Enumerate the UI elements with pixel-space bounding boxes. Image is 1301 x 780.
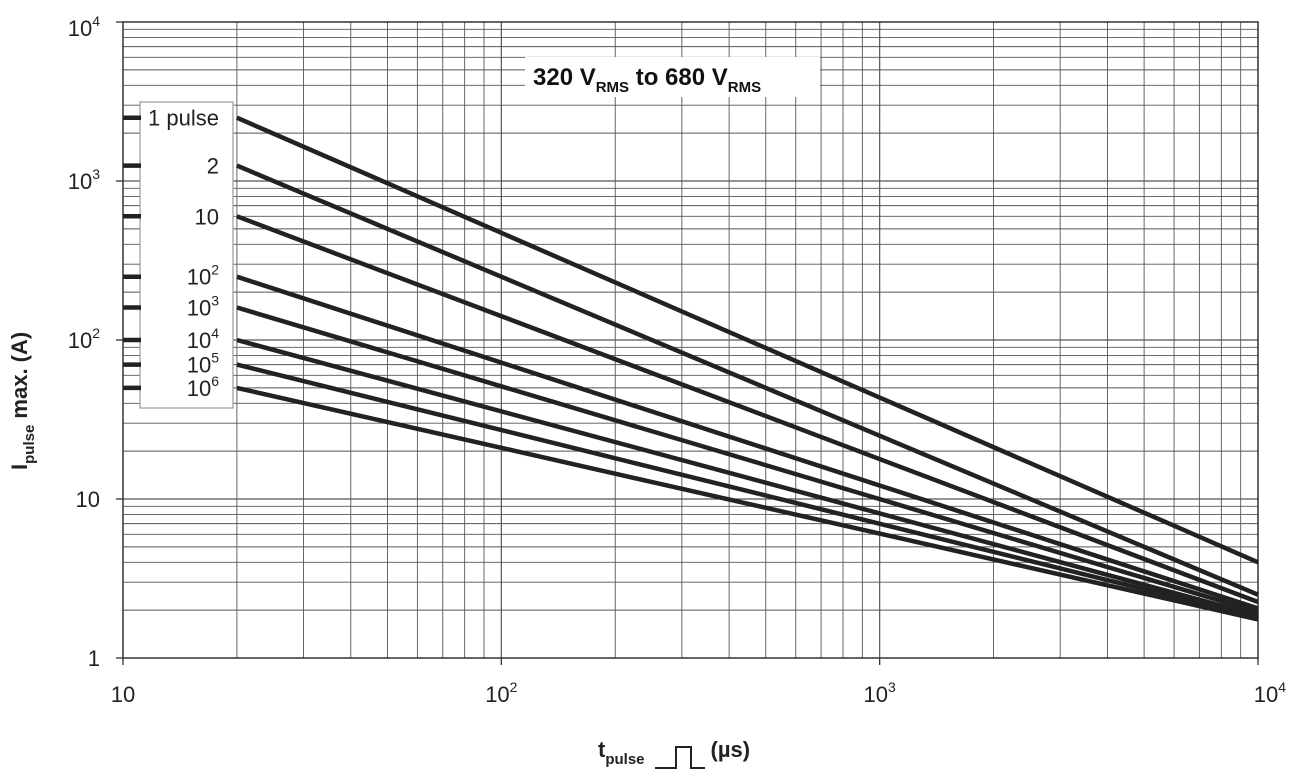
x-tick-label: 102 (485, 679, 517, 707)
series-line-6 (236, 362, 1259, 620)
series-line-1 (236, 163, 1259, 597)
series-line-3 (236, 274, 1259, 611)
curve-label-5: 104 (187, 325, 219, 353)
curve-label-0: 1 pulse (148, 106, 219, 131)
y-axis-label: Ipulse max. (A) (7, 332, 38, 470)
curve-label-3: 102 (187, 262, 219, 290)
chart-title: 320 VRMS to 680 VRMS (533, 64, 761, 96)
x-tick-label: 104 (1254, 679, 1286, 707)
x-tick-label: 10 (111, 682, 135, 707)
y-tick-label: 1 (88, 646, 100, 671)
y-tick-label: 10 (76, 487, 100, 512)
y-tick-label: 104 (68, 13, 100, 41)
curve-label-1: 2 (207, 154, 219, 179)
grid (116, 21, 1259, 665)
chart-title-background (525, 57, 820, 97)
series-line-2 (236, 214, 1259, 605)
series-line-5 (236, 337, 1259, 618)
curve-label-2: 10 (195, 204, 219, 229)
curve-label-4: 103 (187, 293, 219, 321)
y-tick-label: 102 (68, 325, 100, 353)
pulse-symbol-icon (655, 746, 705, 769)
y-tick-labels: 1 10 102 103 104 (68, 13, 100, 671)
series-line-7 (236, 385, 1259, 622)
series-lines (123, 115, 1259, 622)
series-line-0 (236, 115, 1259, 565)
curve-label-box (139, 101, 234, 409)
curve-label-7: 106 (187, 373, 219, 401)
curve-label-6: 105 (187, 350, 219, 378)
x-tick-labels: 10 102 103 104 (111, 679, 1286, 707)
x-axis-label: tpulse (µs) (598, 737, 750, 768)
curve-label-panel (139, 101, 234, 409)
series-line-4 (236, 305, 1259, 615)
x-tick-label: 103 (864, 679, 896, 707)
y-tick-label: 103 (68, 166, 100, 194)
